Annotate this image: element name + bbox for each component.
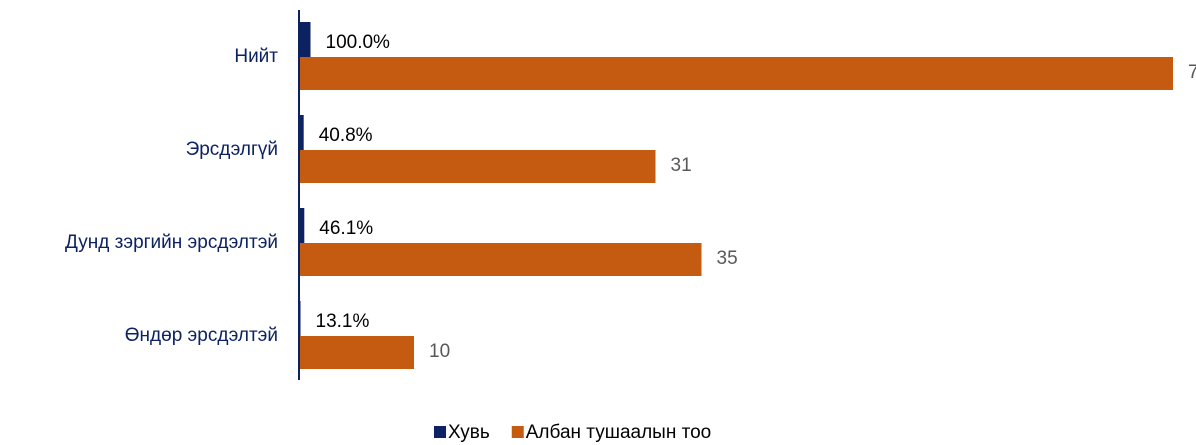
legend-label: Хувь xyxy=(448,422,490,443)
bar xyxy=(299,208,305,243)
data-label: 40.8% xyxy=(319,125,373,146)
legend-swatch xyxy=(511,426,524,438)
bar xyxy=(299,57,1173,90)
data-label: 10 xyxy=(429,341,450,362)
category-label: Дунд зэргийн эрсдэлтэй xyxy=(65,232,278,253)
data-label: 35 xyxy=(717,248,738,269)
legend-swatch xyxy=(434,426,446,438)
data-label: 31 xyxy=(671,155,692,176)
legend-label: Албан тушаалын тоо xyxy=(526,422,711,443)
bar xyxy=(299,336,414,369)
data-label: 76 xyxy=(1188,62,1196,83)
bar xyxy=(299,150,656,183)
bar xyxy=(299,22,311,57)
data-label: 13.1% xyxy=(316,311,370,332)
data-label: 46.1% xyxy=(319,218,373,239)
bar xyxy=(299,243,702,276)
category-label: Эрсдэлгүй xyxy=(186,139,278,160)
data-label: 100.0% xyxy=(326,32,391,53)
category-label: Нийт xyxy=(234,46,278,67)
category-label: Өндөр эрсдэлтэй xyxy=(125,325,278,346)
bar xyxy=(299,115,304,150)
